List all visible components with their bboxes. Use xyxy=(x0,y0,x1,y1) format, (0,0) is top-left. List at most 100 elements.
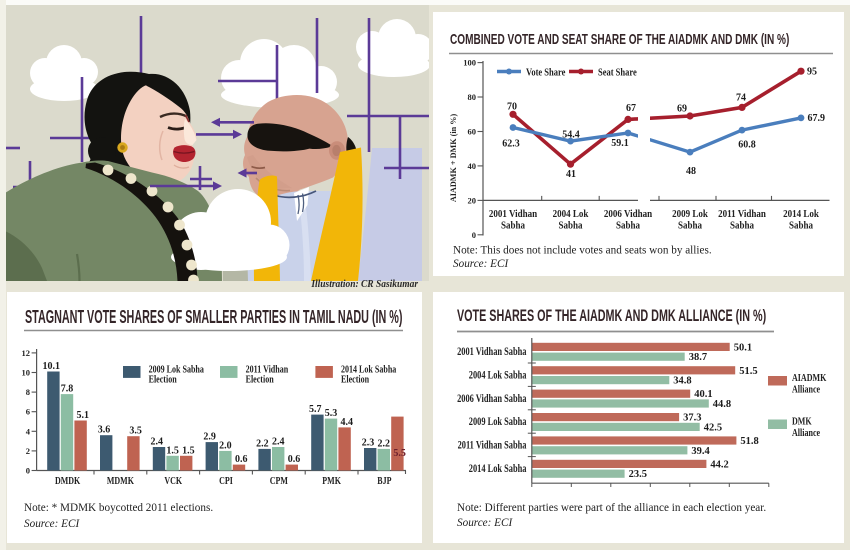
svg-text:60: 60 xyxy=(468,127,477,137)
svg-text:2.2: 2.2 xyxy=(256,438,269,449)
svg-text:100: 100 xyxy=(463,58,476,68)
svg-text:2014 Lok: 2014 Lok xyxy=(783,208,819,220)
svg-text:2: 2 xyxy=(26,446,30,456)
svg-text:6: 6 xyxy=(26,407,30,417)
svg-text:0.6: 0.6 xyxy=(288,454,301,465)
svg-text:Source: ECI: Source: ECI xyxy=(453,258,509,270)
svg-text:23.5: 23.5 xyxy=(629,469,647,480)
svg-text:20: 20 xyxy=(468,195,477,205)
svg-text:4.4: 4.4 xyxy=(341,417,354,428)
svg-text:Alliance: Alliance xyxy=(792,427,821,440)
svg-text:38.7: 38.7 xyxy=(689,352,707,363)
svg-text:67: 67 xyxy=(626,103,636,114)
svg-text:2.2: 2.2 xyxy=(378,438,391,449)
svg-text:0: 0 xyxy=(472,230,476,240)
svg-text:5.5: 5.5 xyxy=(393,448,406,459)
svg-text:MDMK: MDMK xyxy=(107,475,134,486)
svg-text:50.1: 50.1 xyxy=(734,342,752,353)
svg-text:2009 Lok Sabha: 2009 Lok Sabha xyxy=(469,416,527,429)
svg-text:2009 Lok Sabha: 2009 Lok Sabha xyxy=(149,363,204,376)
svg-text:Sabha: Sabha xyxy=(558,220,582,232)
svg-text:2006 Vidhan Sabha: 2006 Vidhan Sabha xyxy=(457,393,526,406)
svg-text:CPI: CPI xyxy=(219,475,233,486)
svg-text:1.5: 1.5 xyxy=(166,445,179,456)
svg-text:5.1: 5.1 xyxy=(77,410,90,421)
svg-text:10: 10 xyxy=(22,368,31,378)
svg-text:2001 Vidhan: 2001 Vidhan xyxy=(489,208,538,220)
svg-text:DMDK: DMDK xyxy=(55,475,80,486)
svg-text:Note: Different parties were p: Note: Different parties were part of the… xyxy=(457,502,766,514)
svg-text:Sabha: Sabha xyxy=(678,220,702,232)
svg-text:BJP: BJP xyxy=(377,475,392,486)
svg-text:0: 0 xyxy=(26,466,30,476)
svg-text:2014 Lok Sabha: 2014 Lok Sabha xyxy=(469,463,527,476)
svg-text:51.8: 51.8 xyxy=(740,436,758,447)
svg-text:69: 69 xyxy=(677,104,687,115)
svg-text:44.8: 44.8 xyxy=(713,399,731,410)
svg-text:60.8: 60.8 xyxy=(738,140,756,151)
svg-text:2011 Vidhan Sabha: 2011 Vidhan Sabha xyxy=(458,439,527,452)
svg-text:2014 Lok Sabha: 2014 Lok Sabha xyxy=(341,363,396,376)
svg-text:4: 4 xyxy=(26,426,31,436)
svg-text:Sabha: Sabha xyxy=(616,220,640,232)
svg-text:Election: Election xyxy=(341,373,370,386)
svg-text:2.3: 2.3 xyxy=(362,438,375,449)
svg-text:AIADMK: AIADMK xyxy=(792,372,827,385)
svg-text:51.5: 51.5 xyxy=(739,366,757,377)
svg-text:AIADMK + DMK (in %): AIADMK + DMK (in %) xyxy=(449,114,458,203)
svg-text:Note: This does not include vo: Note: This does not include votes and se… xyxy=(453,245,712,257)
svg-text:44.2: 44.2 xyxy=(710,459,728,470)
svg-text:41: 41 xyxy=(566,169,576,180)
svg-text:62.3: 62.3 xyxy=(502,139,520,150)
svg-text:STAGNANT VOTE SHARES OF SMALLE: STAGNANT VOTE SHARES OF SMALLER PARTIES … xyxy=(25,307,402,328)
svg-text:42.5: 42.5 xyxy=(704,422,722,433)
svg-text:2004 Lok: 2004 Lok xyxy=(553,208,589,220)
svg-text:Sabha: Sabha xyxy=(730,220,754,232)
svg-text:5.7: 5.7 xyxy=(309,404,322,415)
svg-text:Election: Election xyxy=(149,373,178,386)
svg-text:PMK: PMK xyxy=(322,475,341,486)
svg-text:Seat Share: Seat Share xyxy=(598,68,637,79)
svg-text:8: 8 xyxy=(26,387,30,397)
svg-text:2001 Vidhan Sabha: 2001 Vidhan Sabha xyxy=(457,346,526,359)
svg-text:2011 Vidhan: 2011 Vidhan xyxy=(246,363,289,376)
svg-text:3.5: 3.5 xyxy=(129,426,142,437)
svg-text:2.4: 2.4 xyxy=(272,437,285,448)
svg-text:COMBINED VOTE AND SEAT SHARE O: COMBINED VOTE AND SEAT SHARE OF THE AIAD… xyxy=(450,30,789,48)
svg-text:Alliance: Alliance xyxy=(792,383,821,396)
svg-text:5.3: 5.3 xyxy=(325,408,338,419)
svg-text:Source: ECI: Source: ECI xyxy=(457,517,513,529)
svg-text:2.0: 2.0 xyxy=(219,440,232,451)
svg-text:Sabha: Sabha xyxy=(789,220,813,232)
svg-text:67.9: 67.9 xyxy=(808,113,826,124)
svg-text:74: 74 xyxy=(736,93,746,104)
svg-text:80: 80 xyxy=(468,92,477,102)
svg-text:CPM: CPM xyxy=(270,475,289,486)
svg-text:54.4: 54.4 xyxy=(562,130,580,141)
svg-text:7.8: 7.8 xyxy=(61,384,74,395)
svg-text:VCK: VCK xyxy=(164,475,182,486)
svg-text:Sabha: Sabha xyxy=(501,220,525,232)
svg-text:2006 Vidhan: 2006 Vidhan xyxy=(604,208,653,220)
svg-text:0.6: 0.6 xyxy=(235,454,248,465)
svg-text:2011 Vidhan: 2011 Vidhan xyxy=(718,208,766,220)
svg-text:Note: * MDMK boycotted 2011 el: Note: * MDMK boycotted 2011 elections. xyxy=(24,502,213,514)
svg-text:40.1: 40.1 xyxy=(694,389,712,400)
svg-text:1.5: 1.5 xyxy=(182,445,195,456)
svg-text:48: 48 xyxy=(686,166,696,177)
svg-text:39.4: 39.4 xyxy=(691,446,710,457)
svg-text:2.4: 2.4 xyxy=(151,437,164,448)
svg-text:Election: Election xyxy=(246,373,275,386)
svg-text:59.1: 59.1 xyxy=(611,138,629,149)
svg-text:10.1: 10.1 xyxy=(42,361,60,372)
svg-text:Source: ECI: Source: ECI xyxy=(24,518,80,530)
svg-text:DMK: DMK xyxy=(792,415,812,428)
svg-text:95: 95 xyxy=(807,67,817,78)
svg-text:40: 40 xyxy=(468,161,477,171)
svg-text:12: 12 xyxy=(22,348,31,358)
svg-text:2.9: 2.9 xyxy=(203,432,216,443)
svg-text:37.3: 37.3 xyxy=(683,413,701,424)
svg-text:70: 70 xyxy=(507,102,517,113)
svg-text:34.8: 34.8 xyxy=(673,376,691,387)
svg-text:VOTE SHARES OF THE AIADMK AND: VOTE SHARES OF THE AIADMK AND DMK ALLIAN… xyxy=(457,306,766,325)
